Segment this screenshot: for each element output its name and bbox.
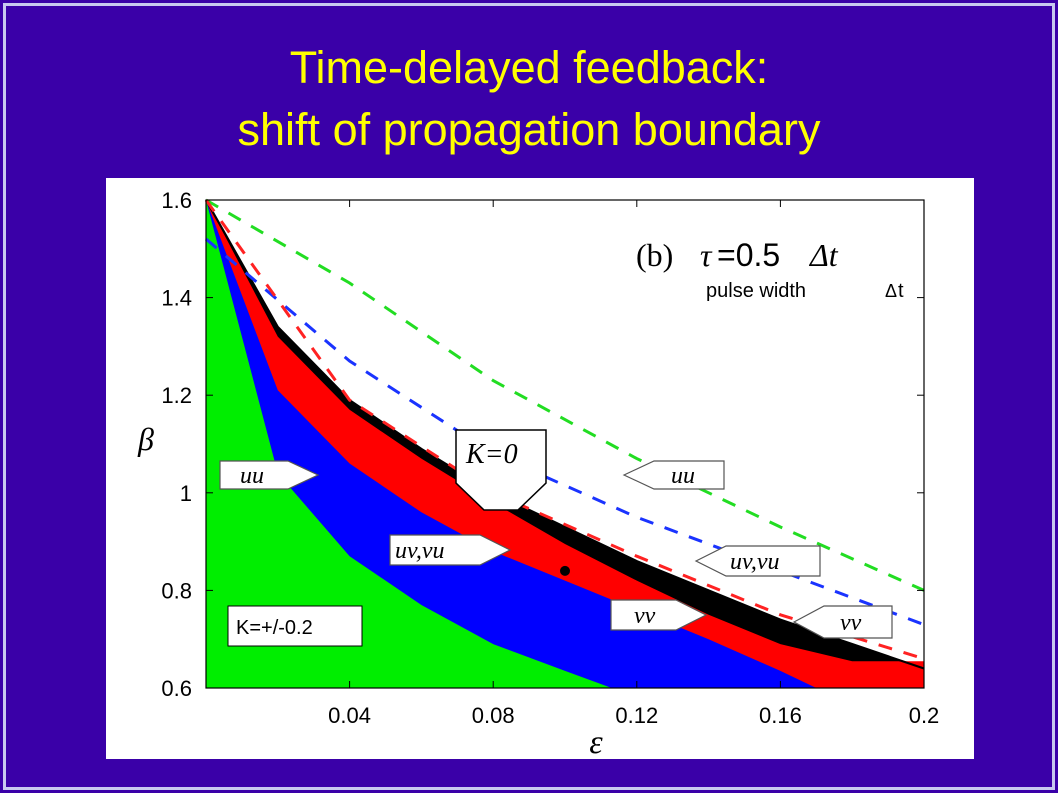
pulse-width-unit: t [898, 280, 904, 302]
uvvu-left-shape [389, 534, 512, 566]
dashed-green-line [205, 198, 925, 592]
axis-ticks: 0.04 0.08 0.12 0.16 0.2 0.6 0.8 1 1.2 1.4 1.6 [161, 188, 939, 728]
callout-uu-right: uu [622, 460, 725, 490]
pulse-width-label: pulse width Δ t [706, 280, 904, 302]
k-value-text: K=+/-0.2 [236, 617, 313, 639]
axes-box [205, 199, 925, 689]
uvvu-right-shape [694, 545, 821, 577]
uvvu-right-text: uv,vu [730, 549, 780, 575]
callout-vv-right: vv [792, 605, 893, 639]
k0-callout-text: K=0 [465, 439, 518, 470]
phase-diagram: 0.04 0.08 0.12 0.16 0.20.60.811.21.41.6 ε β … [137, 188, 939, 759]
x-tick-label: 0.2 [909, 703, 940, 728]
region-uu [206, 200, 612, 688]
y-tick-label: 1.2 [161, 383, 192, 408]
uu-left-text: uu [240, 463, 264, 489]
marker-group [560, 565, 570, 576]
callout-vv-left: vv [610, 599, 708, 631]
chart-panel: 0.04 0.08 0.12 0.16 0.2 0.6 0.8 1 1.2 1.4 1.6 ε β … [106, 178, 974, 759]
y-tick-label: 1 [180, 481, 192, 506]
k-value-frame [227, 605, 363, 647]
x-tick-label: 0.08 [472, 703, 515, 728]
tau-value: =0.5 [717, 237, 780, 273]
y-tick-label: 0.6 [161, 676, 192, 701]
uu-left-shape [219, 460, 320, 490]
slide-frame [3, 3, 1055, 790]
vv-right-shape [792, 605, 893, 639]
vv-left-shape [610, 599, 708, 631]
vv-left-text: vv [634, 603, 656, 629]
x-tick-label: 0.16 [759, 703, 802, 728]
y-tick-label: 0.8 [161, 578, 192, 603]
uu-right-shape [622, 460, 725, 490]
tau-unit: Δt [808, 237, 839, 273]
tau-symbol: τ [700, 237, 713, 273]
slide-title-line1: Time-delayed feedback: [289, 42, 769, 93]
callout-uu-left: uu [219, 460, 320, 490]
pulse-width-text: pulse width [706, 280, 806, 302]
x-tick-label: 0.12 [615, 703, 658, 728]
dashed-blue-line [205, 237, 925, 627]
callout-uvvu-left: uv,vu [389, 534, 512, 566]
panel-annotation: (b) τ =0.5 Δt [636, 237, 839, 273]
delta-icon: Δ [885, 281, 897, 301]
k-value-box: K=+/-0.2 [227, 605, 363, 647]
k0-callout-shape [455, 429, 547, 511]
uvvu-left-text: uv,vu [395, 538, 445, 564]
callout-uvvu-right: uv,vu [694, 545, 821, 577]
y-axis-label: β [137, 421, 154, 457]
x-axis-label: ε [589, 724, 603, 759]
callout-k0: K=0 [455, 429, 547, 511]
slide-title-line2: shift of propagation boundary [237, 104, 821, 155]
regions [206, 200, 924, 688]
y-tick-label: 1.4 [161, 286, 192, 311]
y-tick-label: 1.6 [161, 188, 192, 213]
panel-label: (b) [636, 237, 673, 273]
uu-right-text: uu [671, 463, 695, 489]
marker-point [560, 565, 570, 576]
vv-right-text: vv [840, 610, 862, 636]
x-tick-label: 0.04 [328, 703, 371, 728]
